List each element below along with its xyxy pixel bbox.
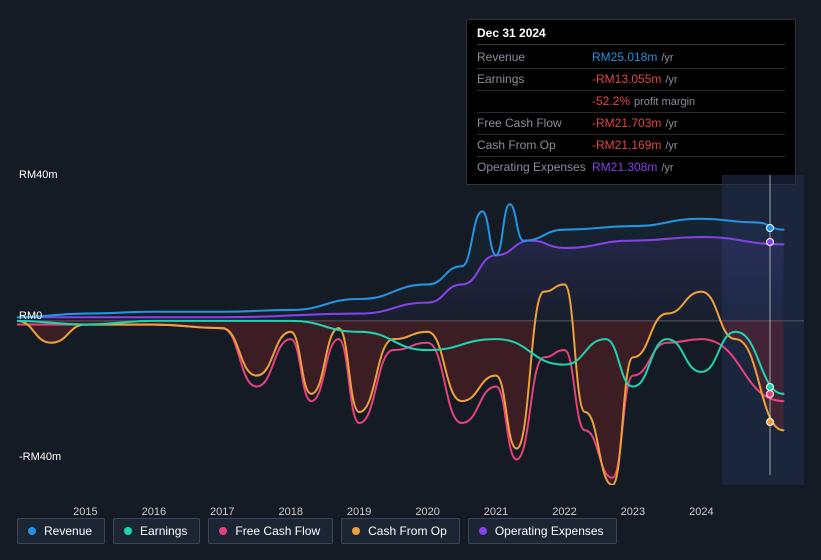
x-tick: 2022 — [552, 506, 576, 518]
x-tick: 2021 — [484, 506, 508, 518]
tooltip-row-value: RM25.018m /yr — [592, 49, 674, 66]
legend-label: Free Cash Flow — [235, 524, 320, 538]
legend-item-earnings[interactable]: Earnings — [113, 518, 200, 544]
x-tick: 2020 — [415, 506, 439, 518]
tooltip-date: Dec 31 2024 — [477, 26, 785, 45]
tooltip-row-value: -RM13.055m /yr — [592, 71, 678, 88]
tooltip-row: -52.2% profit margin — [477, 91, 785, 113]
tooltip-row: Revenue RM25.018m /yr — [477, 47, 785, 69]
y-tick: RM0 — [19, 310, 42, 322]
y-tick: RM40m — [19, 169, 58, 181]
legend-item-opex[interactable]: Operating Expenses — [468, 518, 617, 544]
x-tick: 2023 — [621, 506, 645, 518]
cursor-dot — [766, 224, 774, 232]
legend-label: Operating Expenses — [495, 524, 604, 538]
legend-dot-icon — [28, 527, 36, 535]
chart-svg — [17, 175, 804, 485]
x-tick: 2018 — [278, 506, 302, 518]
legend-dot-icon — [219, 527, 227, 535]
cursor-line — [769, 175, 771, 475]
y-tick: -RM40m — [19, 451, 61, 463]
legend: Revenue Earnings Free Cash Flow Cash From O… — [17, 518, 617, 544]
legend-dot-icon — [124, 527, 132, 535]
legend-item-cfo[interactable]: Cash From Op — [341, 518, 460, 544]
cursor-dot — [766, 238, 774, 246]
legend-dot-icon — [479, 527, 487, 535]
legend-label: Cash From Op — [368, 524, 447, 538]
legend-item-revenue[interactable]: Revenue — [17, 518, 105, 544]
x-tick: 2017 — [210, 506, 234, 518]
tooltip-row-label: Revenue — [477, 49, 592, 66]
x-tick: 2015 — [73, 506, 97, 518]
tooltip-row-label: Free Cash Flow — [477, 115, 592, 132]
cursor-dot — [766, 390, 774, 398]
tooltip-row: Earnings -RM13.055m /yr — [477, 69, 785, 91]
cursor-dot — [766, 418, 774, 426]
tooltip-row: Cash From Op -RM21.169m /yr — [477, 135, 785, 157]
legend-label: Earnings — [140, 524, 187, 538]
tooltip-row-value: -RM21.169m /yr — [592, 137, 678, 154]
legend-item-fcf[interactable]: Free Cash Flow — [208, 518, 333, 544]
tooltip-row: Free Cash Flow -RM21.703m /yr — [477, 113, 785, 135]
legend-label: Revenue — [44, 524, 92, 538]
tooltip-row-label: Cash From Op — [477, 137, 592, 154]
chart[interactable]: RM40mRM0-RM40m20152016201720182019202020… — [17, 155, 804, 500]
tooltip-row-value: -RM21.703m /yr — [592, 115, 678, 132]
x-tick: 2019 — [347, 506, 371, 518]
tooltip-row-label: Earnings — [477, 71, 592, 88]
legend-dot-icon — [352, 527, 360, 535]
x-tick: 2016 — [142, 506, 166, 518]
x-tick: 2024 — [689, 506, 713, 518]
